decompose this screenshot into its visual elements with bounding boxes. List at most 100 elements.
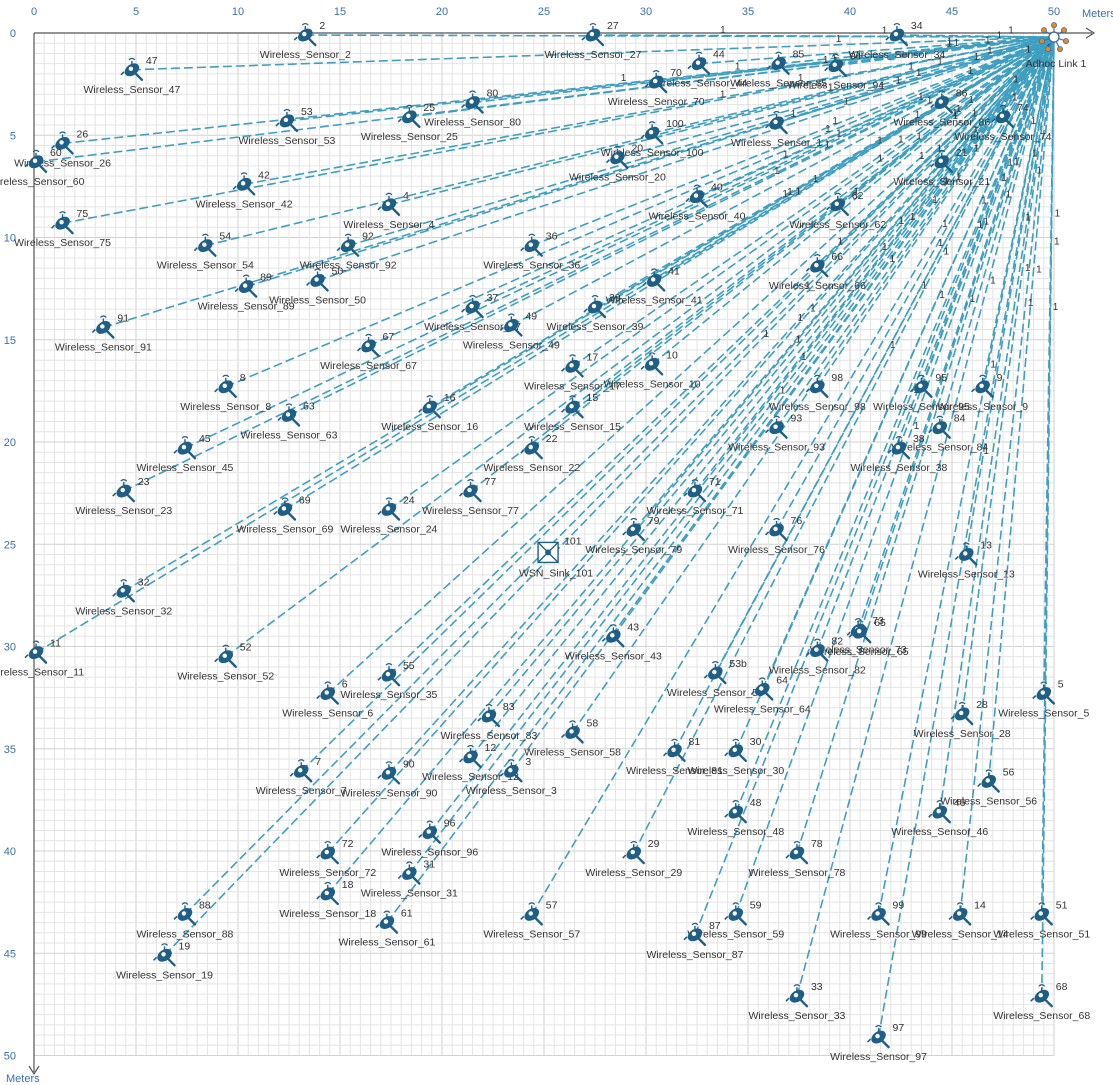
wireless-sensor-icon[interactable]	[644, 69, 668, 94]
wireless-sensor-icon[interactable]	[805, 638, 829, 662]
wireless-sensor-icon[interactable]	[640, 121, 664, 145]
wireless-sensor-icon[interactable]	[418, 395, 441, 419]
wireless-sensor-icon[interactable]	[120, 57, 144, 82]
wireless-sensor-icon[interactable]	[112, 478, 135, 503]
wireless-sensor-icon[interactable]	[499, 759, 523, 783]
sink-icon[interactable]	[537, 541, 559, 564]
wireless-sensor-icon[interactable]	[950, 701, 974, 726]
wireless-sensor-icon[interactable]	[356, 333, 380, 358]
wireless-sensor-icon[interactable]	[928, 415, 951, 439]
wireless-sensor-icon[interactable]	[866, 1024, 890, 1049]
wireless-sensor-icon[interactable]	[581, 22, 605, 47]
wireless-sensor-icon[interactable]	[316, 881, 339, 906]
wireless-sensor-icon[interactable]	[930, 90, 953, 114]
wireless-sensor-icon[interactable]	[885, 22, 909, 47]
wireless-sensor-icon[interactable]	[767, 51, 790, 75]
wireless-sensor-icon[interactable]	[930, 149, 953, 174]
wireless-sensor-icon[interactable]	[583, 294, 607, 319]
wireless-sensor-icon[interactable]	[232, 172, 256, 196]
wireless-sensor-icon[interactable]	[336, 233, 360, 257]
wireless-sensor-icon[interactable]	[605, 145, 629, 169]
wireless-sensor-icon[interactable]	[277, 403, 301, 427]
wireless-sensor-icon[interactable]	[520, 436, 543, 460]
wireless-sensor-icon[interactable]	[520, 902, 543, 926]
wireless-sensor-icon[interactable]	[750, 677, 774, 701]
wireless-sensor-icon[interactable]	[214, 644, 237, 668]
wireless-sensor-icon[interactable]	[866, 902, 890, 926]
wireless-sensor-icon[interactable]	[152, 943, 176, 967]
wireless-sensor-icon[interactable]	[193, 233, 217, 257]
wireless-sensor-icon[interactable]	[1030, 984, 1053, 1008]
wireless-sensor-icon[interactable]	[785, 984, 809, 1008]
wireless-sensor-icon[interactable]	[685, 184, 709, 208]
wireless-sensor-icon[interactable]	[724, 800, 747, 824]
wireless-sensor-icon[interactable]	[622, 517, 645, 542]
wireless-sensor-icon[interactable]	[848, 620, 872, 644]
wireless-sensor-icon[interactable]	[991, 104, 1015, 129]
wireless-sensor-icon[interactable]	[273, 497, 297, 521]
wireless-sensor-icon[interactable]	[305, 268, 329, 292]
wireless-sensor-icon[interactable]	[520, 233, 543, 257]
wireless-sensor-icon[interactable]	[683, 922, 707, 947]
wireless-sensor-icon[interactable]	[316, 840, 339, 865]
wireless-sensor-icon[interactable]	[377, 663, 401, 687]
wireless-sensor-icon[interactable]	[887, 436, 911, 460]
wireless-sensor-icon[interactable]	[560, 720, 584, 744]
wireless-sensor-icon[interactable]	[764, 415, 788, 439]
wireless-sensor-icon[interactable]	[824, 53, 847, 77]
wireless-sensor-icon[interactable]	[499, 313, 523, 337]
wireless-sensor-icon[interactable]	[642, 268, 666, 292]
wireless-sensor-icon[interactable]	[826, 192, 849, 216]
wireless-sensor-icon[interactable]	[377, 192, 401, 216]
wireless-sensor-icon[interactable]	[687, 51, 711, 75]
wireless-sensor-icon[interactable]	[50, 211, 74, 235]
wireless-sensor-icon[interactable]	[397, 861, 421, 885]
wireless-sensor-icon[interactable]	[173, 902, 197, 926]
wireless-sensor-icon[interactable]	[1032, 681, 1056, 705]
wireless-sensor-icon[interactable]	[560, 354, 584, 378]
wireless-sensor-icon[interactable]	[724, 738, 747, 762]
wireless-sensor-icon[interactable]	[316, 681, 339, 705]
wireless-sensor-icon[interactable]	[928, 800, 951, 824]
wireless-sensor-icon[interactable]	[703, 660, 727, 685]
wireless-sensor-icon[interactable]	[948, 902, 972, 926]
wireless-sensor-icon[interactable]	[418, 820, 441, 844]
wireless-sensor-icon[interactable]	[971, 374, 994, 398]
wireless-sensor-icon[interactable]	[805, 254, 829, 278]
wireless-sensor-icon[interactable]	[91, 315, 115, 339]
wireless-sensor-icon[interactable]	[805, 374, 829, 398]
wireless-sensor-icon[interactable]	[293, 22, 317, 47]
wireless-sensor-icon[interactable]	[377, 497, 401, 521]
wireless-sensor-icon[interactable]	[112, 579, 135, 603]
wireless-sensor-icon[interactable]	[560, 395, 584, 419]
wireless-sensor-icon[interactable]	[1030, 902, 1053, 926]
wireless-sensor-icon[interactable]	[397, 104, 421, 129]
wireless-sensor-icon[interactable]	[461, 90, 484, 114]
wireless-sensor-icon[interactable]	[785, 840, 809, 865]
wireless-sensor-icon[interactable]	[622, 840, 645, 865]
wireless-sensor-icon[interactable]	[477, 703, 501, 728]
wireless-sensor-icon[interactable]	[977, 769, 1000, 793]
wireless-sensor-icon[interactable]	[289, 759, 313, 783]
wireless-sensor-icon[interactable]	[24, 149, 48, 174]
wireless-sensor-icon[interactable]	[375, 910, 399, 934]
wireless-sensor-icon[interactable]	[662, 738, 686, 762]
wireless-sensor-icon[interactable]	[214, 374, 237, 398]
wireless-sensor-icon[interactable]	[234, 274, 258, 298]
wireless-sensor-icon[interactable]	[24, 640, 48, 664]
wireless-sensor-icon[interactable]	[458, 744, 482, 769]
wireless-sensor-icon[interactable]	[954, 542, 978, 566]
wireless-sensor-icon[interactable]	[909, 374, 933, 398]
wireless-sensor-icon[interactable]	[764, 110, 788, 135]
wireless-sensor-icon[interactable]	[275, 108, 299, 133]
wireless-sensor-icon[interactable]	[724, 902, 747, 926]
wireless-sensor-icon[interactable]	[50, 131, 74, 155]
adhoc-link-icon[interactable]	[1038, 22, 1069, 53]
wireless-sensor-icon[interactable]	[764, 517, 788, 542]
wireless-sensor-icon[interactable]	[461, 294, 484, 319]
wireless-sensor-icon[interactable]	[640, 352, 664, 376]
wireless-sensor-icon[interactable]	[173, 436, 197, 460]
wireless-sensor-icon[interactable]	[601, 624, 625, 648]
wireless-sensor-icon[interactable]	[683, 478, 707, 503]
